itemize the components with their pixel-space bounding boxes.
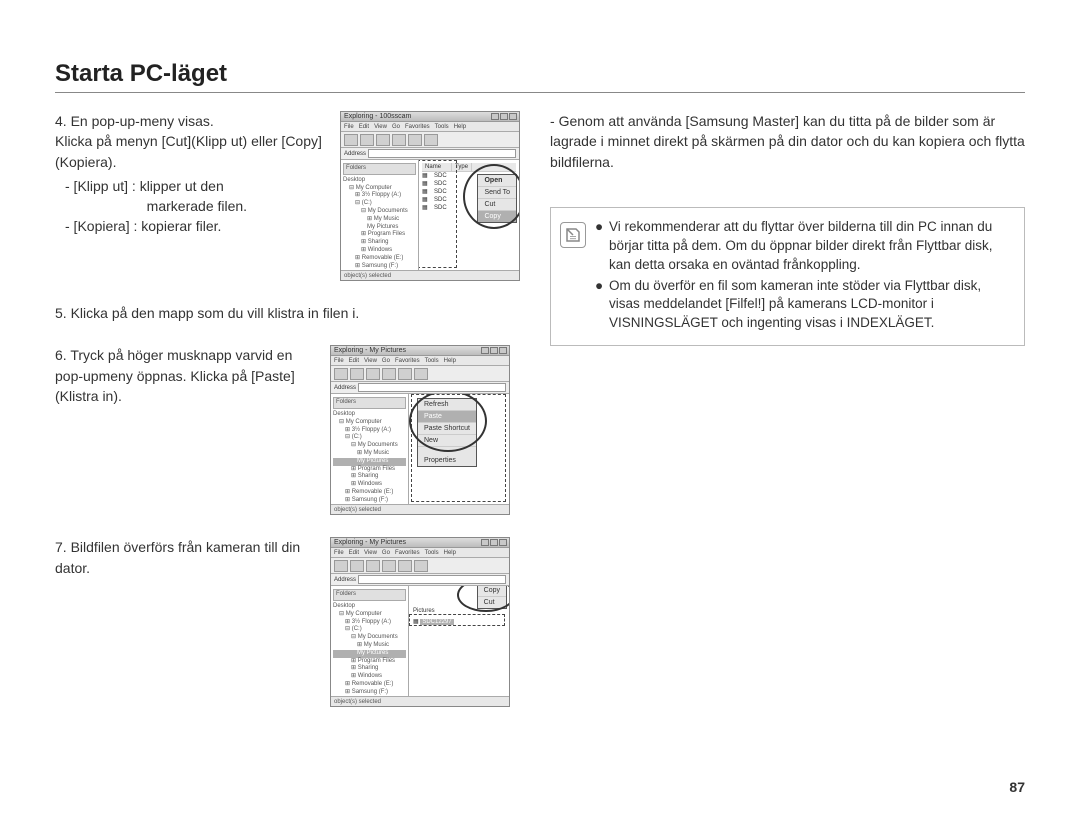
step-4-text: 4. En pop-up-meny visas. Klicka på menyn… (55, 111, 330, 237)
screenshot-step6: Exploring - My Pictures FileEditViewGoFa… (330, 345, 510, 515)
step-4-sub1: - [Klipp ut] : klipper ut den (65, 176, 330, 196)
callout-circle-1 (463, 164, 519, 229)
dashed-selection-3 (409, 614, 505, 626)
screenshot-step7: Exploring - My Pictures FileEditViewGoFa… (330, 537, 510, 707)
callout-circle-3 (457, 586, 509, 612)
win1-files: NameType ▦SDC ▦SDC ▦SDC ▦SDC ▦SDC Open S… (419, 160, 519, 270)
win3-files: Copy Cut Pictures ▦ SDC12297 (409, 586, 509, 696)
win2-files: Refresh Paste Paste Shortcut New Propert… (409, 394, 509, 504)
step-4-sub1b: markerade filen. (65, 196, 330, 216)
win1-titlebar: Exploring - 100sscam (341, 112, 519, 122)
step-5-text: 5. Klicka på den mapp som du vill klistr… (55, 303, 520, 323)
win3-tree: Folders Desktop ⊟ My Computer ⊞ 3½ Flopp… (331, 586, 409, 696)
win1-menu: FileEditViewGoFavoritesToolsHelp (341, 122, 519, 132)
title-rule (55, 92, 1025, 93)
win1-address: Address (341, 148, 519, 160)
step-4-line2: Klicka på menyn [Cut](Klipp ut) eller [C… (55, 133, 322, 169)
win1-tree: Folders Desktop ⊟ My Computer ⊞ 3½ Flopp… (341, 160, 419, 270)
right-intro: - Genom att använda [Samsung Master] kan… (550, 111, 1025, 172)
step-4-num: 4. En pop-up-meny visas. (55, 113, 214, 129)
step-6-text: 6. Tryck på höger musknapp varvid en pop… (55, 345, 320, 406)
win1-toolbar (341, 132, 519, 148)
dashed-selection-1 (419, 160, 457, 268)
screenshot-step4: Exploring - 100sscam FileEditViewGoFavor… (340, 111, 520, 281)
step-7-text: 7. Bildfilen överförs från kameran till … (55, 537, 320, 578)
win1-status: object(s) selected (341, 270, 519, 280)
note-icon (560, 222, 586, 248)
note-item-1: ● Vi rekommenderar att du flyttar över b… (595, 218, 1014, 275)
step-4-sub2: - [Kopiera] : kopierar filer. (65, 216, 330, 236)
win2-tree: Folders Desktop ⊟ My Computer ⊞ 3½ Flopp… (331, 394, 409, 504)
page-number: 87 (1009, 779, 1025, 795)
note-item-2: ● Om du överför en fil som kameran inte … (595, 277, 1014, 334)
note-box: ● Vi rekommenderar att du flyttar över b… (550, 207, 1025, 346)
page-title: Starta PC-läget (55, 60, 1025, 88)
